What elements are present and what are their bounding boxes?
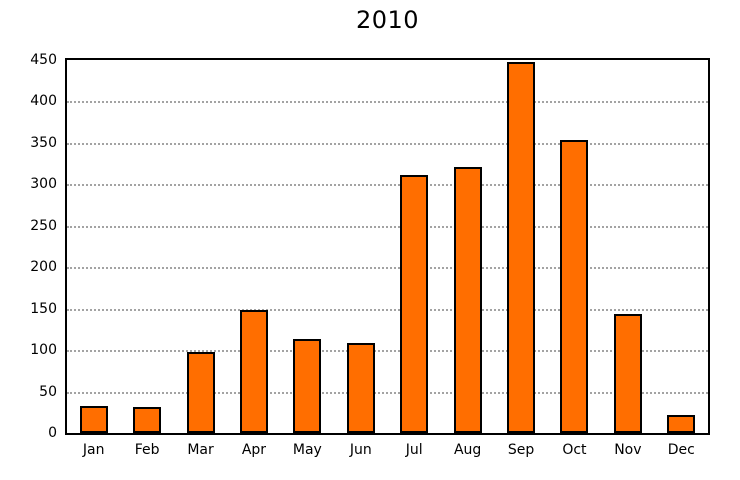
y-tick-label-250: 250 [30, 217, 57, 234]
x-tick-label-jan: Jan [82, 442, 105, 458]
bar-apr [239, 310, 268, 433]
bar-nov [613, 314, 642, 433]
x-tick-label-sep: Sep [507, 442, 535, 458]
y-tick-label-300: 300 [30, 176, 57, 193]
chart-title: 2010 [355, 6, 420, 34]
bar-dec [667, 415, 696, 433]
bar-feb [133, 407, 162, 433]
bar-oct [560, 140, 589, 433]
y-tick-label-200: 200 [30, 259, 57, 276]
gridline-50 [67, 391, 708, 394]
x-tick-label-oct: Oct [562, 442, 587, 458]
y-tick-label-400: 400 [30, 93, 57, 110]
x-tick-label-mar: Mar [187, 442, 214, 458]
gridline-100 [67, 350, 708, 353]
x-tick-label-aug: Aug [453, 442, 482, 458]
y-tick-label-100: 100 [30, 342, 57, 359]
gridlines-layer [67, 60, 708, 433]
y-tick-label-350: 350 [30, 134, 57, 151]
x-tick-label-jun: Jun [349, 442, 372, 458]
gridline-250 [67, 225, 708, 228]
x-tick-label-nov: Nov [614, 442, 642, 458]
y-tick-label-450: 450 [30, 52, 57, 68]
x-tick-label-dec: Dec [667, 442, 695, 458]
y-tick-label-50: 50 [39, 383, 57, 400]
bar-sep [507, 62, 536, 433]
gridline-150 [67, 308, 708, 311]
bar-jan [79, 406, 108, 433]
bar-jul [400, 175, 429, 433]
gridline-200 [67, 267, 708, 270]
bar-aug [453, 167, 482, 433]
y-tick-label-150: 150 [30, 300, 57, 317]
plot-area [65, 58, 710, 435]
x-tick-label-apr: Apr [241, 442, 267, 458]
bar-mar [186, 352, 215, 433]
x-tick-label-feb: Feb [134, 442, 160, 458]
x-tick-label-jul: Jul [405, 442, 423, 458]
x-tick-label-may: May [292, 442, 322, 458]
bar-jun [346, 343, 375, 433]
gridline-400 [67, 101, 708, 104]
y-tick-label-0: 0 [48, 425, 57, 441]
bars-layer [67, 60, 708, 433]
gridline-350 [67, 142, 708, 145]
gridline-300 [67, 184, 708, 187]
bar-may [293, 339, 322, 433]
